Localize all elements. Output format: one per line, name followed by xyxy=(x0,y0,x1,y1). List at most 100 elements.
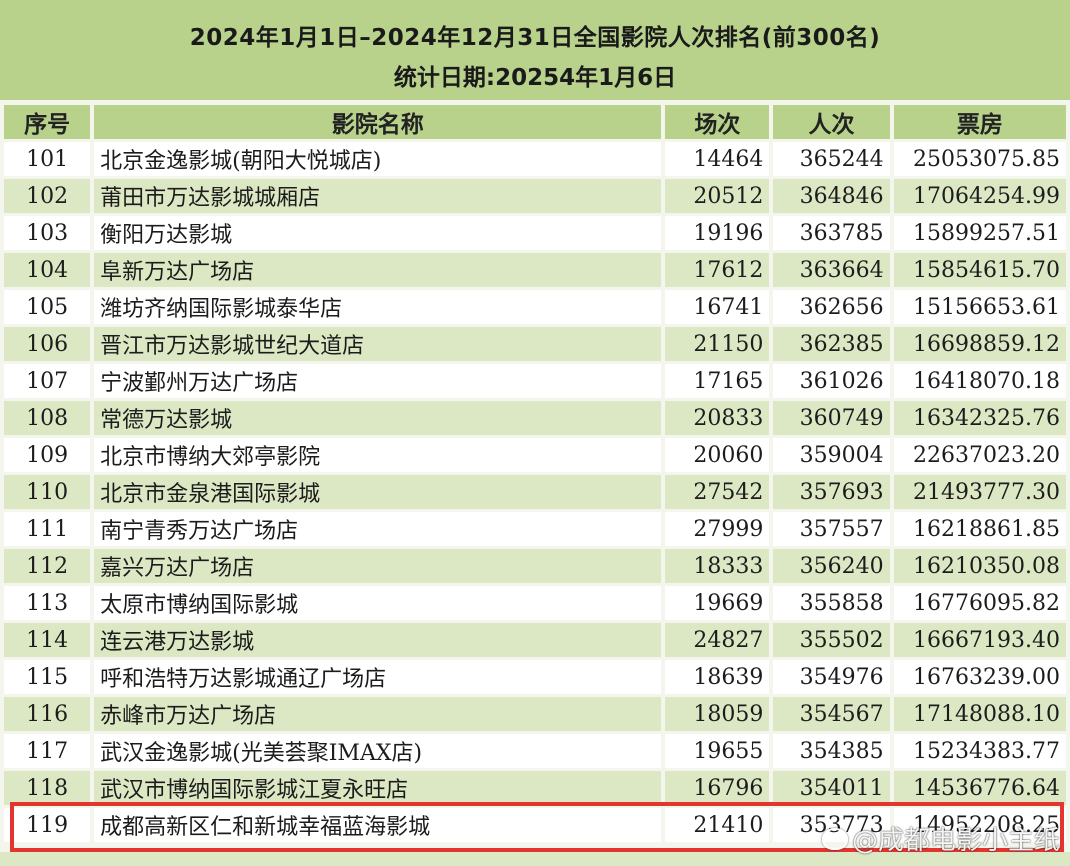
cell-admissions: 364846 xyxy=(773,179,890,213)
cell-admissions: 355858 xyxy=(773,586,890,620)
cell-rank: 109 xyxy=(4,438,91,472)
cell-box-office: 25053075.85 xyxy=(893,142,1066,176)
table-row: 103 衡阳万达影城 19196 363785 15899257.51 xyxy=(4,216,1066,250)
cell-admissions: 362385 xyxy=(773,327,890,361)
cell-cinema-name: 阜新万达广场店 xyxy=(94,253,662,287)
cell-box-office: 16218861.85 xyxy=(893,512,1066,546)
cell-shows: 14464 xyxy=(665,142,770,176)
cell-cinema-name: 北京市博纳大郊亭影院 xyxy=(94,438,662,472)
cell-shows: 17612 xyxy=(665,253,770,287)
cell-shows: 19196 xyxy=(665,216,770,250)
table-row: 107 宁波鄞州万达广场店 17165 361026 16418070.18 xyxy=(4,364,1066,398)
cell-cinema-name: 连云港万达影城 xyxy=(94,623,662,657)
cell-cinema-name: 莆田市万达影城城厢店 xyxy=(94,179,662,213)
cell-box-office: 15899257.51 xyxy=(893,216,1066,250)
watermark: @成都电影小主纸 xyxy=(821,820,1060,857)
table-row: 101 北京金逸影城(朝阳大悦城店) 14464 365244 25053075.85 xyxy=(4,142,1066,176)
cell-rank: 102 xyxy=(4,179,91,213)
cell-shows: 20060 xyxy=(665,438,770,472)
cell-shows: 20512 xyxy=(665,179,770,213)
cell-admissions: 355502 xyxy=(773,623,890,657)
column-header-box-office: 票房 xyxy=(893,105,1066,139)
cell-box-office: 16776095.82 xyxy=(893,586,1066,620)
cell-box-office: 16418070.18 xyxy=(893,364,1066,398)
ranking-table: 序号 影院名称 场次 人次 票房 101 北京金逸影城(朝阳大悦城店) 14464 3… xyxy=(0,102,1070,845)
cell-rank: 118 xyxy=(4,771,91,805)
cell-box-office: 21493777.30 xyxy=(893,475,1066,509)
cell-box-office: 14952208.25 xyxy=(893,808,1066,842)
table-row: 111 南宁青秀万达广场店 27999 357557 16218861.85 xyxy=(4,512,1066,546)
cell-rank: 111 xyxy=(4,512,91,546)
cell-box-office: 16763239.00 xyxy=(893,660,1066,694)
cell-rank: 107 xyxy=(4,364,91,398)
cell-cinema-name: 晋江市万达影城世纪大道店 xyxy=(94,327,662,361)
cell-admissions: 362656 xyxy=(773,290,890,324)
cell-box-office: 14536776.64 xyxy=(893,771,1066,805)
cell-cinema-name: 成都高新区仁和新城幸福蓝海影城 xyxy=(94,808,662,842)
cell-box-office: 16698859.12 xyxy=(893,327,1066,361)
cell-admissions: 363664 xyxy=(773,253,890,287)
cell-rank: 112 xyxy=(4,549,91,583)
column-header-shows: 场次 xyxy=(665,105,770,139)
cell-cinema-name: 武汉金逸影城(光美荟聚IMAX店) xyxy=(94,734,662,768)
cell-rank: 119 xyxy=(4,808,91,842)
table-row: 109 北京市博纳大郊亭影院 20060 359004 22637023.20 xyxy=(4,438,1066,472)
table-row: 114 连云港万达影城 24827 355502 16667193.40 xyxy=(4,623,1066,657)
cell-admissions: 359004 xyxy=(773,438,890,472)
cell-shows: 27542 xyxy=(665,475,770,509)
cell-rank: 116 xyxy=(4,697,91,731)
cell-shows: 18639 xyxy=(665,660,770,694)
table-header-banner: 2024年1月1日–2024年12月31日全国影院人次排名(前300名) 统计日… xyxy=(0,0,1070,100)
cell-cinema-name: 太原市博纳国际影城 xyxy=(94,586,662,620)
cell-shows: 17165 xyxy=(665,364,770,398)
cell-box-office: 16342325.76 xyxy=(893,401,1066,435)
cell-cinema-name: 嘉兴万达广场店 xyxy=(94,549,662,583)
cell-box-office: 15156653.61 xyxy=(893,290,1066,324)
cell-cinema-name: 呼和浩特万达影城通辽广场店 xyxy=(94,660,662,694)
table-row: 117 武汉金逸影城(光美荟聚IMAX店) 19655 354385 15234383.… xyxy=(4,734,1066,768)
cell-rank: 101 xyxy=(4,142,91,176)
column-header-name: 影院名称 xyxy=(94,105,662,139)
cell-admissions: 354976 xyxy=(773,660,890,694)
cell-shows: 19655 xyxy=(665,734,770,768)
cell-shows: 16741 xyxy=(665,290,770,324)
cell-rank: 104 xyxy=(4,253,91,287)
cell-admissions: 357557 xyxy=(773,512,890,546)
cell-rank: 105 xyxy=(4,290,91,324)
cell-admissions: 356240 xyxy=(773,549,890,583)
table-row: 116 赤峰市万达广场店 18059 354567 17148088.10 xyxy=(4,697,1066,731)
cell-cinema-name: 北京市金泉港国际影城 xyxy=(94,475,662,509)
cell-cinema-name: 常德万达影城 xyxy=(94,401,662,435)
table-row: 106 晋江市万达影城世纪大道店 21150 362385 16698859.12 xyxy=(4,327,1066,361)
cell-shows: 16796 xyxy=(665,771,770,805)
cell-shows: 27999 xyxy=(665,512,770,546)
cell-admissions: 354011 xyxy=(773,771,890,805)
cell-admissions: 354567 xyxy=(773,697,890,731)
cell-cinema-name: 衡阳万达影城 xyxy=(94,216,662,250)
table-row: 104 阜新万达广场店 17612 363664 15854615.70 xyxy=(4,253,1066,287)
cell-rank: 113 xyxy=(4,586,91,620)
cell-cinema-name: 潍坊齐纳国际影城泰华店 xyxy=(94,290,662,324)
cell-shows: 24827 xyxy=(665,623,770,657)
table-row: 102 莆田市万达影城城厢店 20512 364846 17064254.99 xyxy=(4,179,1066,213)
cell-admissions: 354385 xyxy=(773,734,890,768)
cell-admissions: 363785 xyxy=(773,216,890,250)
table-row: 108 常德万达影城 20833 360749 16342325.76 xyxy=(4,401,1066,435)
cell-admissions: 365244 xyxy=(773,142,890,176)
page-title: 2024年1月1日–2024年12月31日全国影院人次排名(前300名) xyxy=(189,25,881,51)
statistics-date: 统计日期:20254年1月6日 xyxy=(393,65,677,91)
next-row-partial xyxy=(0,852,1070,866)
cell-rank: 110 xyxy=(4,475,91,509)
cell-shows: 19669 xyxy=(665,586,770,620)
cell-rank: 108 xyxy=(4,401,91,435)
table-row: 118 武汉市博纳国际影城江夏永旺店 16796 354011 14536776.64 xyxy=(4,771,1066,805)
cell-box-office: 17148088.10 xyxy=(893,697,1066,731)
cell-box-office: 17064254.99 xyxy=(893,179,1066,213)
cell-cinema-name: 赤峰市万达广场店 xyxy=(94,697,662,731)
cell-box-office: 15234383.77 xyxy=(893,734,1066,768)
table-row: 105 潍坊齐纳国际影城泰华店 16741 362656 15156653.61 xyxy=(4,290,1066,324)
cell-rank: 115 xyxy=(4,660,91,694)
table-body: 101 北京金逸影城(朝阳大悦城店) 14464 365244 25053075.85 1… xyxy=(4,142,1066,842)
cell-shows: 21410 xyxy=(665,808,770,842)
cell-rank: 117 xyxy=(4,734,91,768)
